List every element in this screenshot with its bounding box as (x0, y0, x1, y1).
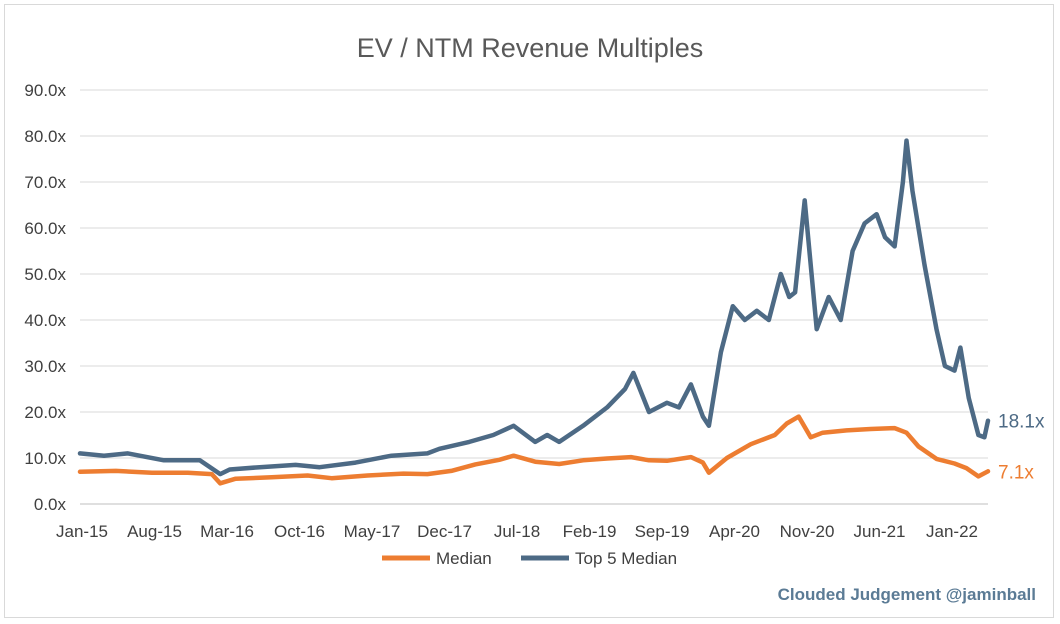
x-tick-label: Sep-19 (635, 522, 690, 541)
chart-title: EV / NTM Revenue Multiples (357, 33, 704, 63)
y-tick-label: 80.0x (24, 127, 66, 146)
credit-text: Clouded Judgement @jaminball (778, 585, 1036, 604)
series-lines (77, 138, 991, 486)
x-tick-label: Nov-20 (780, 522, 835, 541)
x-tick-label: Aug-15 (127, 522, 182, 541)
legend-label-top5-median: Top 5 Median (575, 549, 677, 568)
legend-label-median: Median (436, 549, 492, 568)
end-labels: 7.1x 18.1x (998, 412, 1045, 484)
y-tick-label: 0.0x (34, 495, 67, 514)
chart-frame (4, 4, 1054, 618)
x-tick-label: Jan-22 (926, 522, 978, 541)
y-tick-label: 90.0x (24, 81, 66, 100)
y-tick-label: 30.0x (24, 357, 66, 376)
y-tick-label: 10.0x (24, 449, 66, 468)
series-line-top5-median (77, 138, 991, 477)
series-line-median (77, 414, 991, 486)
x-tick-label: Feb-19 (563, 522, 617, 541)
legend: Median Top 5 Median (382, 549, 677, 568)
end-label-median: 7.1x (998, 462, 1034, 483)
x-tick-label: Oct-16 (274, 522, 325, 541)
x-tick-label: May-17 (344, 522, 401, 541)
y-tick-label: 40.0x (24, 311, 66, 330)
x-tick-label: Jan-15 (56, 522, 108, 541)
end-label-top5-median: 18.1x (998, 412, 1045, 433)
y-tick-label: 50.0x (24, 265, 66, 284)
y-axis-ticks: 0.0x 10.0x 20.0x 30.0x 40.0x 50.0x 60.0x 70.0x 8… (24, 81, 66, 514)
y-tick-label: 60.0x (24, 219, 66, 238)
y-tick-label: 70.0x (24, 173, 66, 192)
x-tick-label: Jul-18 (494, 522, 540, 541)
x-tick-label: Dec-17 (417, 522, 472, 541)
y-tick-label: 20.0x (24, 403, 66, 422)
x-tick-label: Jun-21 (854, 522, 906, 541)
gridlines (80, 89, 988, 505)
x-tick-label: Mar-16 (200, 522, 254, 541)
x-tick-label: Apr-20 (709, 522, 760, 541)
x-axis-ticks: Jan-15 Aug-15 Mar-16 Oct-16 May-17 Dec-17 Jul-… (56, 522, 978, 541)
